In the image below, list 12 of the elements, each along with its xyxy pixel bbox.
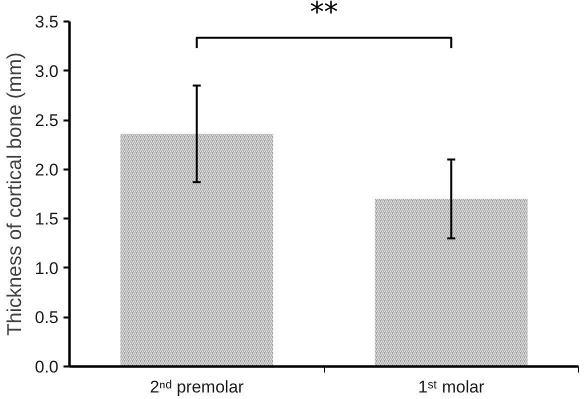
x-tick-label: 1ˢᵗ molar: [418, 378, 485, 396]
y-axis-title: Thickness of cortical bone (mm): [4, 52, 26, 336]
annotation: **: [310, 0, 338, 28]
y-tick-label: 3.5: [34, 12, 59, 32]
y-tick-label: 2.0: [34, 160, 59, 180]
y-tick-label: 1.5: [34, 210, 59, 229]
y-tick-label: 1.0: [34, 258, 59, 278]
y-tick-label: 0.0: [34, 358, 59, 376]
x-tick-label: 2ⁿᵈ premolar: [150, 378, 244, 396]
y-tick-label: 3.0: [34, 62, 59, 81]
y-tick-label: 0.5: [34, 308, 59, 328]
y-tick-label: 2.5: [34, 111, 59, 130]
